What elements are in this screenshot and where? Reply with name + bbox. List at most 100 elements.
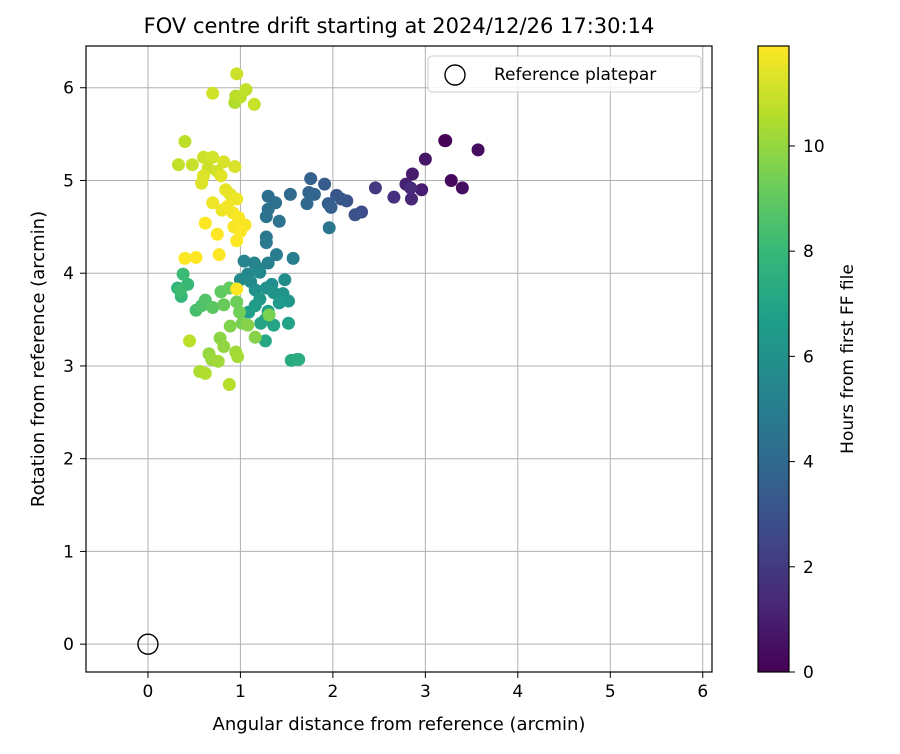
- data-point: [283, 187, 297, 201]
- data-point: [269, 248, 283, 262]
- data-point: [368, 181, 382, 195]
- x-tick-label: 2: [327, 682, 338, 702]
- data-point: [307, 187, 321, 201]
- plot-frame: [85, 45, 713, 673]
- data-point: [272, 214, 286, 228]
- data-point: [387, 190, 401, 204]
- data-point: [322, 221, 336, 235]
- y-tick-label: 4: [63, 264, 74, 284]
- x-tick-label: 3: [420, 682, 431, 702]
- x-axis-ticks: 0 1 2 3 4 5 6: [143, 672, 708, 702]
- data-point: [228, 160, 242, 174]
- data-point: [241, 318, 255, 332]
- data-point: [230, 192, 244, 206]
- data-point: [282, 316, 296, 330]
- data-point: [198, 216, 212, 230]
- data-point: [206, 150, 220, 164]
- data-point: [242, 305, 256, 319]
- data-point: [178, 251, 192, 265]
- x-tick-label: 0: [143, 682, 154, 702]
- data-point: [439, 134, 453, 148]
- data-point: [455, 181, 469, 195]
- data-point: [324, 200, 338, 214]
- data-point: [415, 183, 429, 197]
- data-point: [212, 248, 226, 262]
- data-point: [189, 250, 203, 264]
- data-point: [176, 267, 190, 281]
- data-point: [198, 366, 212, 380]
- data-point: [171, 158, 185, 172]
- data-point: [237, 254, 251, 268]
- data-point: [217, 155, 231, 169]
- data-point: [178, 135, 192, 149]
- y-tick-label: 6: [63, 79, 74, 99]
- y-axis-label: Rotation from reference (arcmin): [28, 211, 49, 507]
- y-tick-label: 1: [63, 542, 74, 562]
- data-point: [248, 330, 262, 344]
- data-point: [223, 319, 237, 333]
- colorbar-tick-label: 8: [803, 242, 814, 262]
- data-point: [195, 176, 209, 190]
- colorbar-gradient: [757, 45, 790, 673]
- x-axis-label: Angular distance from reference (arcmin): [213, 714, 586, 735]
- data-point: [348, 208, 362, 222]
- data-point: [300, 197, 314, 211]
- data-point: [173, 284, 187, 298]
- data-point: [206, 86, 220, 100]
- data-point: [267, 318, 281, 332]
- data-point: [239, 83, 253, 97]
- legend-box: [427, 55, 702, 93]
- data-point: [444, 173, 458, 187]
- data-point: [231, 350, 245, 364]
- data-point: [183, 334, 197, 348]
- reference-marker: [137, 633, 159, 655]
- data-point: [278, 273, 292, 287]
- colorbar-tick-label: 0: [803, 663, 814, 683]
- data-point: [292, 352, 306, 366]
- data-point: [258, 334, 272, 348]
- data-point: [230, 234, 244, 248]
- data-point: [318, 177, 332, 191]
- reference-point-marker: [137, 633, 159, 655]
- data-point: [230, 295, 244, 309]
- colorbar-tick-label: 6: [803, 347, 814, 367]
- data-point: [254, 316, 268, 330]
- data-point: [405, 167, 419, 181]
- data-point: [334, 192, 348, 206]
- data-point: [217, 298, 231, 312]
- legend-entry-label: Reference platepar: [494, 65, 656, 85]
- y-tick-label: 5: [63, 171, 74, 191]
- colorbar-tick-label: 4: [803, 453, 814, 473]
- data-point: [206, 301, 220, 315]
- data-point: [247, 97, 261, 111]
- data-point: [418, 152, 432, 166]
- data-point: [272, 296, 286, 310]
- colorbar-tick-label: 10: [803, 137, 825, 157]
- data-point: [286, 251, 300, 265]
- data-point: [214, 169, 228, 183]
- data-point: [232, 305, 246, 319]
- x-tick-label: 1: [235, 682, 246, 702]
- data-point: [206, 196, 220, 210]
- data-point: [404, 181, 418, 195]
- chart-title: FOV centre drift starting at 2024/12/26 …: [144, 14, 655, 38]
- data-point: [230, 67, 244, 81]
- legend-marker-icon: [444, 64, 466, 86]
- data-point: [471, 143, 485, 157]
- colorbar: 0 2 4 6 8 10 Hours from first FF file: [757, 45, 858, 683]
- data-point: [230, 282, 244, 296]
- x-tick-label: 5: [605, 682, 616, 702]
- legend: Reference platepar: [427, 55, 702, 93]
- data-point: [404, 192, 418, 206]
- data-point: [222, 378, 236, 392]
- colorbar-tick-label: 2: [803, 558, 814, 578]
- data-point: [253, 265, 267, 279]
- data-point: [185, 158, 199, 172]
- data-point: [217, 339, 231, 353]
- data-point: [211, 354, 225, 368]
- data-point: [259, 236, 273, 250]
- data-points: [171, 67, 485, 392]
- data-point: [210, 227, 224, 241]
- y-tick-label: 0: [63, 635, 74, 655]
